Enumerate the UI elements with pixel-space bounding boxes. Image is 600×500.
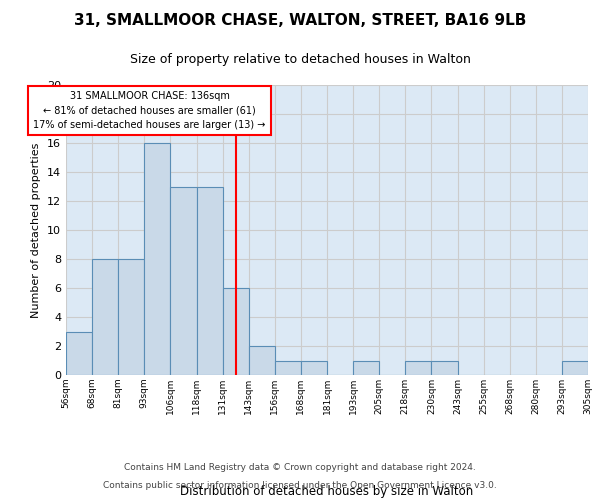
Bar <box>145 143 170 375</box>
Text: 31, SMALLMOOR CHASE, WALTON, STREET, BA16 9LB: 31, SMALLMOOR CHASE, WALTON, STREET, BA1… <box>74 12 526 28</box>
Bar <box>197 186 223 375</box>
Bar <box>170 186 197 375</box>
Bar <box>275 360 301 375</box>
Text: Distribution of detached houses by size in Walton: Distribution of detached houses by size … <box>181 485 473 498</box>
Bar <box>431 360 458 375</box>
Y-axis label: Number of detached properties: Number of detached properties <box>31 142 41 318</box>
Bar <box>118 259 145 375</box>
Bar <box>92 259 118 375</box>
Text: 31 SMALLMOOR CHASE: 136sqm
← 81% of detached houses are smaller (61)
17% of semi: 31 SMALLMOOR CHASE: 136sqm ← 81% of deta… <box>34 91 266 130</box>
Bar <box>223 288 249 375</box>
Bar <box>406 360 431 375</box>
Bar <box>353 360 379 375</box>
Text: Contains public sector information licensed under the Open Government Licence v3: Contains public sector information licen… <box>103 481 497 490</box>
Text: Contains HM Land Registry data © Crown copyright and database right 2024.: Contains HM Land Registry data © Crown c… <box>124 462 476 471</box>
Bar <box>562 360 588 375</box>
Bar <box>249 346 275 375</box>
Text: Size of property relative to detached houses in Walton: Size of property relative to detached ho… <box>130 52 470 66</box>
Bar <box>301 360 327 375</box>
Bar <box>66 332 92 375</box>
